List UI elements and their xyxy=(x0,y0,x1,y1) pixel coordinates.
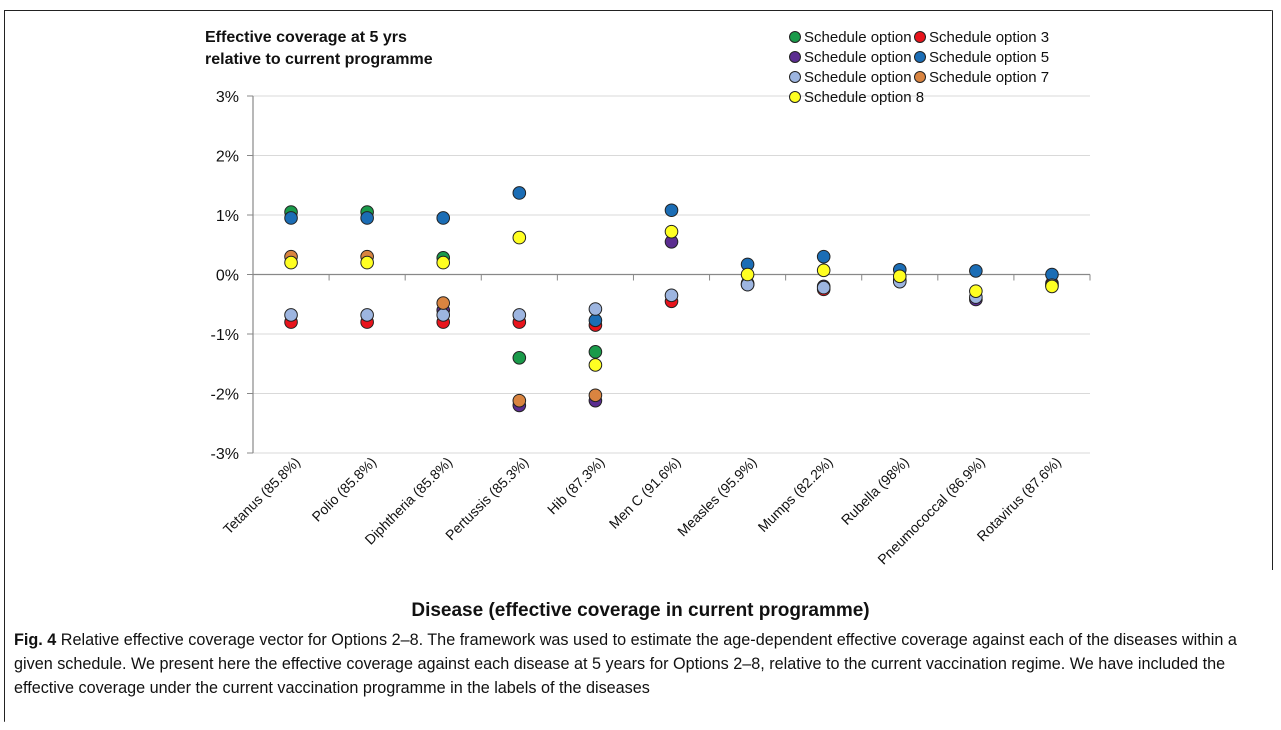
data-point xyxy=(284,255,298,270)
data-point xyxy=(360,211,374,225)
caption-text: Relative effective coverage vector for O… xyxy=(14,631,1237,697)
legend-marker xyxy=(789,71,801,83)
data-point xyxy=(969,264,983,278)
figure-frame-right xyxy=(1272,10,1273,570)
x-tick-label: Men C (91.6%) xyxy=(606,454,684,532)
data-point xyxy=(1045,279,1059,294)
x-tick-label: Mumps (82.2%) xyxy=(755,454,836,535)
legend-label: Schedule option 3 xyxy=(929,29,1049,46)
data-point xyxy=(512,186,527,200)
data-point xyxy=(512,393,527,408)
x-tick-label: Measles (95.9%) xyxy=(674,454,760,540)
legend-label: Schedule option 6 xyxy=(804,69,924,86)
legend-marker xyxy=(789,31,801,43)
data-point xyxy=(284,308,298,322)
data-point xyxy=(588,358,603,372)
figure-caption: Fig. 4 Relative effective coverage vecto… xyxy=(14,628,1264,700)
data-point xyxy=(969,284,983,298)
data-point xyxy=(588,388,603,403)
legend-marker xyxy=(789,91,801,103)
y-tick-label: 1% xyxy=(216,208,239,225)
data-point xyxy=(512,230,527,245)
data-point xyxy=(360,308,374,322)
legend-label: Schedule option 8 xyxy=(804,89,924,106)
data-point xyxy=(436,308,451,322)
y-tick-label: 3% xyxy=(216,89,239,106)
scatter-chart: -3% -2% -1% 0% 1% 2% 3% Tetanus (85.8%) Polio (8… xyxy=(205,29,1091,567)
figure-frame-top xyxy=(4,10,1272,11)
data-point xyxy=(892,269,907,284)
legend-marker xyxy=(914,71,926,83)
x-tick-label: Polio (85.8%) xyxy=(309,454,380,525)
data-point xyxy=(816,263,831,278)
x-tick-label: Rotavirus (87.6%) xyxy=(974,454,1065,545)
data-point xyxy=(740,267,755,282)
data-point xyxy=(588,302,603,316)
y-tick-label: -2% xyxy=(211,387,239,404)
legend-marker xyxy=(914,31,926,43)
caption-label: Fig. 4 xyxy=(14,631,57,649)
x-tick-label: Hib (87.3%) xyxy=(544,454,608,518)
x-tick-label: Tetanus (85.8%) xyxy=(220,454,303,537)
legend-label: Schedule option 4 xyxy=(804,49,924,66)
x-tick-label: Pertussis (85.3%) xyxy=(442,454,531,543)
y-tick-label: 2% xyxy=(216,149,239,166)
data-point xyxy=(436,296,451,310)
data-point xyxy=(588,345,603,359)
legend-label: Schedule option 5 xyxy=(929,49,1049,66)
data-point xyxy=(360,255,374,270)
legend-label: Schedule option 2 xyxy=(804,29,924,46)
x-axis-title: Disease (effective coverage in current p… xyxy=(411,600,870,621)
data-point xyxy=(436,255,451,270)
data-point xyxy=(816,249,831,264)
chart-title: relative to current programme xyxy=(205,51,433,68)
x-tick-label: Rubella (98%) xyxy=(838,454,912,528)
data-point xyxy=(664,224,679,239)
data-point xyxy=(664,288,679,303)
data-point xyxy=(664,203,679,218)
data-point xyxy=(816,280,831,295)
data-point xyxy=(436,211,451,225)
data-point xyxy=(588,313,603,328)
data-point xyxy=(512,308,527,322)
data-point xyxy=(284,211,298,225)
legend-marker xyxy=(789,51,801,63)
y-tick-label: 0% xyxy=(216,268,239,285)
y-tick-label: -1% xyxy=(211,327,239,344)
legend-label: Schedule option 7 xyxy=(929,69,1049,86)
legend-marker xyxy=(914,51,926,63)
chart-title: Effective coverage at 5 yrs xyxy=(205,29,407,46)
y-tick-label: -3% xyxy=(211,446,239,463)
figure-frame-left xyxy=(4,10,5,722)
data-point xyxy=(512,351,527,365)
